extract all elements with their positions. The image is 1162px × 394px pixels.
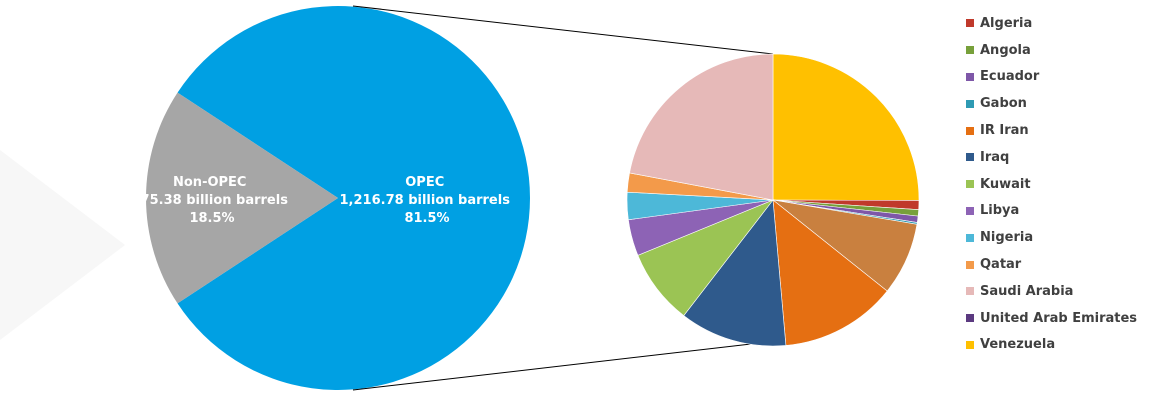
legend-label: IR Iran — [980, 123, 1029, 139]
legend-label: Nigeria — [980, 230, 1034, 246]
non-opec-label-amount: 275.38 billion barrels — [132, 193, 289, 208]
legend-label: Ecuador — [980, 69, 1040, 85]
breakdown-slice-iraq — [683, 199, 787, 347]
breakdown-slice-venezuela — [772, 53, 920, 201]
legend-swatch — [966, 99, 974, 108]
legend-swatch — [966, 153, 974, 162]
breakdown-slice-saudi-arabia — [629, 53, 774, 201]
opec-label: OPEC 1,216.78 billion barrels 81.5% — [340, 175, 515, 226]
main-pie — [146, 5, 530, 390]
legend-label: Saudi Arabia — [980, 283, 1074, 299]
non-opec-label-name: Non-OPEC — [173, 175, 246, 190]
legend-swatch — [966, 340, 974, 349]
legend-item-iraq: Iraq — [966, 144, 1137, 171]
legend-item-libya: Libya — [966, 198, 1137, 225]
connector-line-top — [352, 5, 774, 55]
opec-label-percent: 81.5% — [404, 211, 449, 226]
legend-item-nigeria: Nigeria — [966, 224, 1137, 251]
legend-label: Qatar — [980, 257, 1022, 273]
legend-label: Venezuela — [980, 337, 1056, 353]
opec-breakdown-pie — [626, 53, 920, 347]
legend-swatch — [966, 233, 974, 242]
pie-slice-opec — [177, 5, 530, 390]
pie-slice-non-opec — [146, 92, 338, 304]
legend-item-qatar: Qatar — [966, 251, 1137, 278]
legend-label: Algeria — [980, 15, 1033, 31]
opec-label-name: OPEC — [405, 175, 444, 190]
legend-swatch — [966, 180, 974, 189]
legend-label: Iraq — [980, 149, 1010, 165]
legend-swatch — [966, 126, 974, 135]
legend-swatch — [966, 314, 974, 323]
non-opec-label-percent: 18.5% — [189, 211, 234, 226]
legend-item-kuwait: Kuwait — [966, 171, 1137, 198]
legend-swatch — [966, 287, 974, 296]
breakdown-slice-ir-iran — [772, 199, 888, 346]
legend-label: Gabon — [980, 96, 1027, 112]
legend-swatch — [966, 72, 974, 81]
non-opec-label: Non-OPEC 275.38 billion barrels 18.5% — [132, 175, 293, 226]
legend-item-united-arab-emirates: United Arab Emirates — [966, 305, 1137, 332]
legend-item-angola: Angola — [966, 37, 1137, 64]
legend: Algeria Angola Ecuador Gabon IR Iran Iraq Kuwa… — [966, 10, 1137, 358]
connector-line-bottom — [352, 343, 752, 391]
background-watermark — [0, 150, 125, 340]
main-pie-labels: Non-OPEC 275.38 billion barrels 18.5% OP… — [132, 175, 515, 226]
legend-swatch — [966, 19, 974, 28]
legend-swatch — [966, 206, 974, 215]
legend-label: Kuwait — [980, 176, 1031, 192]
opec-label-amount: 1,216.78 billion barrels — [340, 193, 511, 208]
legend-swatch — [966, 46, 974, 55]
legend-label: Libya — [980, 203, 1020, 219]
legend-item-ecuador: Ecuador — [966, 64, 1137, 91]
legend-item-saudi-arabia: Saudi Arabia — [966, 278, 1137, 305]
legend-swatch — [966, 260, 974, 269]
legend-label: United Arab Emirates — [980, 310, 1138, 326]
legend-item-algeria: Algeria — [966, 10, 1137, 37]
connector-lines — [352, 5, 774, 391]
legend-item-ir-iran: IR Iran — [966, 117, 1137, 144]
legend-item-venezuela: Venezuela — [966, 332, 1137, 359]
legend-item-gabon: Gabon — [966, 90, 1137, 117]
legend-label: Angola — [980, 42, 1031, 58]
